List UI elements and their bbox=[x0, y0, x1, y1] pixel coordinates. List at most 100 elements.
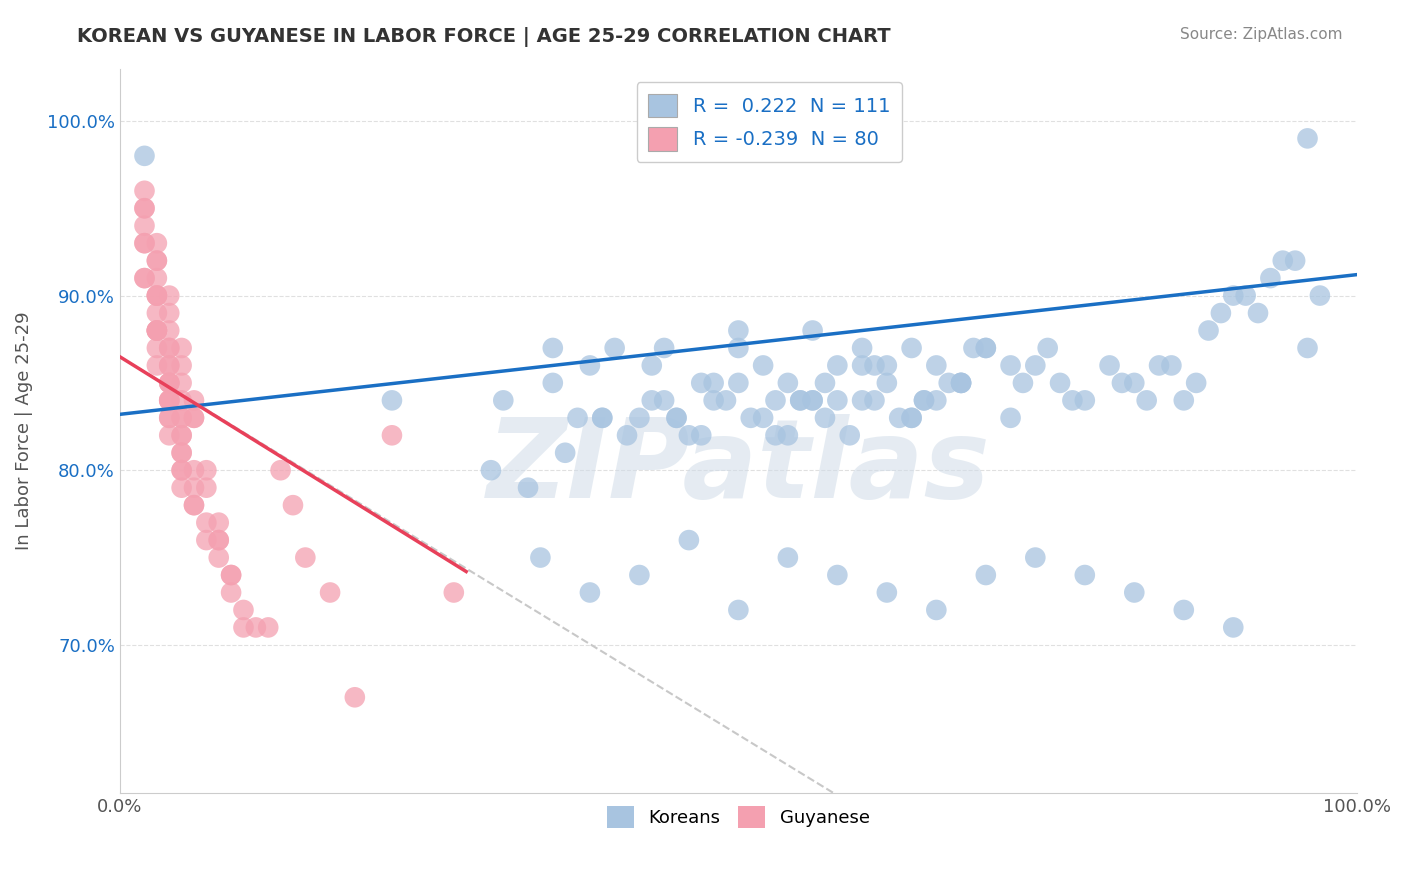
Point bbox=[727, 603, 749, 617]
Point bbox=[183, 463, 205, 477]
Point bbox=[827, 568, 849, 582]
Point bbox=[170, 463, 193, 477]
Point bbox=[1123, 376, 1146, 390]
Point bbox=[157, 376, 180, 390]
Point bbox=[157, 341, 180, 355]
Point bbox=[170, 428, 193, 442]
Point bbox=[443, 585, 465, 599]
Point bbox=[319, 585, 342, 599]
Point bbox=[628, 410, 651, 425]
Point bbox=[900, 410, 922, 425]
Point bbox=[157, 306, 180, 320]
Point bbox=[827, 359, 849, 373]
Point bbox=[827, 393, 849, 408]
Point bbox=[1036, 341, 1059, 355]
Point bbox=[1000, 410, 1022, 425]
Point bbox=[1049, 376, 1071, 390]
Point bbox=[950, 376, 973, 390]
Point bbox=[889, 410, 911, 425]
Point bbox=[529, 550, 551, 565]
Point bbox=[146, 253, 169, 268]
Point bbox=[146, 271, 169, 285]
Point bbox=[1296, 341, 1319, 355]
Point bbox=[974, 568, 997, 582]
Point bbox=[146, 306, 169, 320]
Point bbox=[591, 410, 613, 425]
Point bbox=[690, 428, 713, 442]
Point bbox=[157, 376, 180, 390]
Point bbox=[1222, 288, 1244, 302]
Point bbox=[257, 620, 280, 634]
Point bbox=[479, 463, 502, 477]
Point bbox=[678, 533, 700, 547]
Point bbox=[170, 428, 193, 442]
Point bbox=[1284, 253, 1306, 268]
Point bbox=[863, 393, 886, 408]
Point bbox=[789, 393, 811, 408]
Point bbox=[567, 410, 589, 425]
Point bbox=[1136, 393, 1159, 408]
Point bbox=[146, 288, 169, 302]
Point bbox=[789, 393, 811, 408]
Point bbox=[690, 376, 713, 390]
Point bbox=[208, 533, 231, 547]
Point bbox=[727, 324, 749, 338]
Point bbox=[765, 393, 787, 408]
Point bbox=[281, 498, 304, 512]
Point bbox=[183, 410, 205, 425]
Point bbox=[146, 253, 169, 268]
Point bbox=[727, 376, 749, 390]
Point bbox=[134, 201, 156, 215]
Point bbox=[616, 428, 638, 442]
Point bbox=[579, 585, 602, 599]
Point bbox=[146, 236, 169, 251]
Point bbox=[492, 393, 515, 408]
Point bbox=[294, 550, 316, 565]
Text: Source: ZipAtlas.com: Source: ZipAtlas.com bbox=[1180, 27, 1343, 42]
Point bbox=[765, 428, 787, 442]
Point bbox=[838, 428, 860, 442]
Point bbox=[517, 481, 540, 495]
Point bbox=[1309, 288, 1331, 302]
Point bbox=[851, 393, 873, 408]
Point bbox=[1247, 306, 1270, 320]
Point bbox=[900, 410, 922, 425]
Point bbox=[157, 288, 180, 302]
Point bbox=[801, 393, 824, 408]
Point bbox=[1209, 306, 1232, 320]
Point bbox=[938, 376, 960, 390]
Point bbox=[1222, 620, 1244, 634]
Point bbox=[1062, 393, 1084, 408]
Point bbox=[146, 288, 169, 302]
Point bbox=[591, 410, 613, 425]
Point bbox=[170, 446, 193, 460]
Point bbox=[1198, 324, 1220, 338]
Point bbox=[134, 219, 156, 233]
Point bbox=[134, 236, 156, 251]
Point bbox=[183, 393, 205, 408]
Point bbox=[381, 393, 404, 408]
Point bbox=[1111, 376, 1133, 390]
Point bbox=[183, 498, 205, 512]
Point bbox=[381, 428, 404, 442]
Point bbox=[950, 376, 973, 390]
Y-axis label: In Labor Force | Age 25-29: In Labor Force | Age 25-29 bbox=[15, 311, 32, 550]
Point bbox=[641, 393, 664, 408]
Point bbox=[146, 324, 169, 338]
Point bbox=[343, 690, 366, 705]
Point bbox=[134, 149, 156, 163]
Point bbox=[146, 288, 169, 302]
Point bbox=[219, 585, 242, 599]
Point bbox=[1147, 359, 1170, 373]
Point bbox=[1074, 393, 1097, 408]
Point bbox=[925, 393, 948, 408]
Point bbox=[740, 410, 762, 425]
Point bbox=[776, 428, 799, 442]
Point bbox=[183, 410, 205, 425]
Point bbox=[665, 410, 688, 425]
Point bbox=[727, 341, 749, 355]
Point bbox=[579, 359, 602, 373]
Point bbox=[962, 341, 984, 355]
Point bbox=[146, 324, 169, 338]
Point bbox=[134, 184, 156, 198]
